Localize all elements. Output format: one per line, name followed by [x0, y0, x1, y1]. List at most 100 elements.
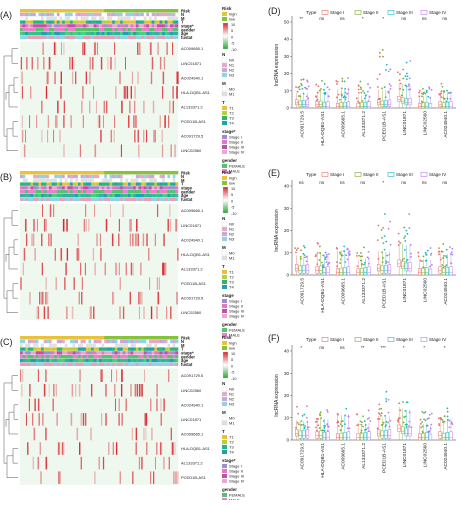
- data-point: [363, 420, 366, 422]
- annotation-cell: [48, 178, 52, 182]
- annotation-cell: [75, 12, 79, 17]
- annotation-cell: [130, 28, 134, 32]
- annotation-cell: [154, 355, 158, 359]
- heatmap-cell: [78, 291, 81, 305]
- row-dendrogram: [3, 375, 18, 478]
- y-tick-label: 30: [284, 371, 290, 376]
- heatmap-cell: [135, 233, 138, 247]
- annotation-cell: [88, 174, 92, 179]
- annotation-cell: [46, 28, 50, 32]
- annotation-cell: [120, 343, 123, 347]
- annotation-cell: [35, 197, 39, 201]
- data-point: [402, 68, 405, 71]
- annotation-cell: [75, 358, 79, 363]
- annotation-cell: [109, 347, 113, 351]
- annotation-cell: [120, 336, 123, 340]
- data-point: [385, 63, 388, 66]
- heatmap-cell: [101, 369, 103, 382]
- data-point: [403, 249, 406, 251]
- box: [442, 432, 446, 441]
- data-point: [298, 88, 301, 91]
- data-point: [319, 411, 322, 414]
- annotation-cell: [141, 20, 145, 24]
- annotation-cell: [167, 193, 171, 198]
- annotation-cell: [33, 351, 37, 355]
- annotation-cell: [72, 193, 76, 198]
- annotation-label: Risk: [181, 170, 191, 175]
- annotation-cell: [56, 193, 60, 198]
- annotation-cell: [35, 35, 39, 39]
- data-point: [376, 427, 379, 430]
- annotation-cell: [167, 9, 171, 13]
- heatmap-cell: [170, 306, 172, 319]
- box: [346, 101, 351, 109]
- annotation-cell: [80, 182, 84, 186]
- annotation-cell: [106, 178, 110, 182]
- annotation-cell: [120, 186, 123, 190]
- heatmap-cell: [67, 218, 68, 232]
- heatmap-cell: [42, 413, 44, 426]
- annotation-cell: [43, 347, 47, 351]
- data-point: [296, 247, 299, 250]
- data-point: [304, 86, 307, 89]
- annotation-cell: [20, 197, 23, 201]
- annotation-cell: [41, 339, 44, 344]
- heatmap-cell: [143, 427, 145, 441]
- heatmap-cell: [154, 233, 156, 247]
- annotation-cell: [72, 347, 76, 351]
- annotation-cell: [77, 20, 81, 24]
- annotation-cell: [27, 343, 31, 347]
- y-tick-label: 0: [286, 106, 289, 111]
- annotation-cell: [30, 178, 34, 182]
- data-point: [326, 410, 329, 413]
- annotation-cell: [125, 351, 129, 355]
- annotation-cell: [164, 24, 168, 28]
- annotation-cell: [125, 16, 129, 20]
- heatmap-cell: [176, 291, 178, 305]
- significance-label: ns: [319, 180, 325, 185]
- heatmap-cell: [91, 383, 93, 397]
- annotation-cell: [154, 24, 158, 28]
- annotation-cell: [151, 28, 155, 32]
- annotation-cell: [25, 197, 29, 201]
- annotation-cell: [122, 186, 126, 190]
- annotation-cell: [62, 24, 66, 28]
- data-point: [361, 100, 364, 102]
- data-point: [407, 88, 410, 91]
- annotation-cell: [138, 336, 142, 340]
- heatmap-cell: [23, 248, 26, 261]
- heatmap-cell: [134, 233, 137, 247]
- annotation-cell: [154, 28, 158, 32]
- legend-title: gender: [222, 322, 237, 327]
- annotation-cell: [43, 28, 47, 32]
- data-point: [304, 425, 307, 427]
- heatmap-cell: [41, 262, 44, 276]
- heatmap-cell: [115, 442, 118, 455]
- annotation-cell: [62, 16, 66, 20]
- annotation-cell: [141, 358, 145, 363]
- significance-label: ns: [340, 16, 346, 21]
- heatmap-cell: [82, 86, 84, 99]
- annotation-cell: [88, 197, 92, 201]
- data-point: [446, 410, 449, 413]
- annotation-cell: [159, 193, 163, 198]
- annotation-cell: [175, 28, 179, 32]
- annotation-cell: [59, 31, 63, 36]
- heatmap-cell: [101, 413, 103, 426]
- annotation-cell: [70, 20, 73, 24]
- annotation-label: M: [181, 178, 185, 183]
- annotation-cell: [38, 362, 42, 366]
- annotation-cell: [56, 347, 60, 351]
- annotation-cell: [164, 190, 168, 194]
- annotation-cell: [151, 20, 155, 24]
- annotation-cell: [159, 35, 163, 39]
- annotation-cell: [25, 358, 29, 363]
- heatmap-cell: [47, 129, 49, 143]
- data-point: [302, 252, 305, 255]
- heatmap-cell: [41, 233, 43, 247]
- data-point: [381, 49, 384, 51]
- x-tick-label: AC024940.1: [443, 111, 449, 138]
- heatmap-cell: [80, 262, 82, 276]
- legend-label: T1: [229, 106, 234, 111]
- data-point: [385, 420, 388, 423]
